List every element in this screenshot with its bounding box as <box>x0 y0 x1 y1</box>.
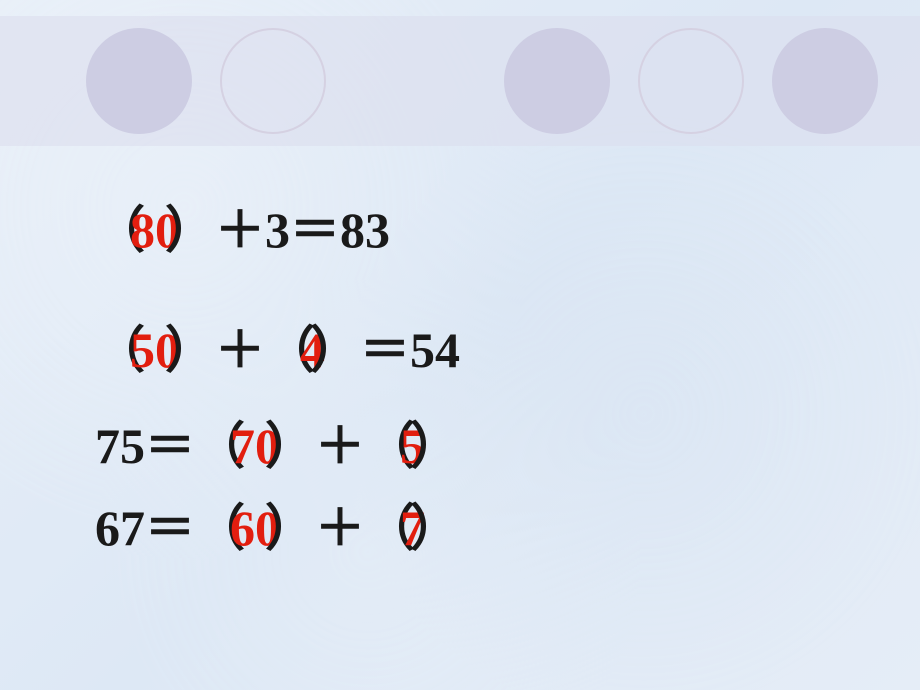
blank-1: （ 50 ） <box>95 310 215 382</box>
equation-prefix: 67＝ <box>95 488 195 560</box>
equation-text: ＋3＝83 <box>215 190 390 262</box>
blank-1: （ 70 ） <box>195 406 315 478</box>
equation-text: ＝54 <box>360 310 460 382</box>
right-paren: ） <box>310 310 360 382</box>
equation-4: 67＝ （ 60 ） ＋ （ 7 ） <box>95 488 855 560</box>
equation-3: 75＝ （ 70 ） ＋ （ 5 ） <box>95 406 855 478</box>
circle-icon <box>504 28 610 134</box>
blank-2: （ 4 ） <box>265 310 360 382</box>
right-paren: ） <box>265 488 315 560</box>
plus-sign: ＋ <box>315 406 365 478</box>
plus-sign: ＋ <box>315 488 365 560</box>
blank-2: （ 7 ） <box>365 488 460 560</box>
right-paren: ） <box>410 406 460 478</box>
decorative-circles-row <box>0 28 920 134</box>
right-paren: ） <box>265 406 315 478</box>
circle-outline-icon <box>220 28 326 134</box>
blank-1: （ 60 ） <box>195 488 315 560</box>
circle-icon <box>86 28 192 134</box>
equation-2: （ 50 ） ＋ （ 4 ） ＝54 <box>95 310 855 382</box>
equation-prefix: 75＝ <box>95 406 195 478</box>
circle-icon <box>772 28 878 134</box>
equations-area: （ 80 ） ＋3＝83 （ 50 ） ＋ （ 4 ） ＝54 75＝ （ 70… <box>95 190 855 560</box>
right-paren: ） <box>410 488 460 560</box>
equation-1: （ 80 ） ＋3＝83 <box>95 190 855 262</box>
plus-sign: ＋ <box>215 310 265 382</box>
circle-outline-icon <box>638 28 744 134</box>
right-paren: ） <box>165 310 215 382</box>
blank-2: （ 5 ） <box>365 406 460 478</box>
blank-1: （ 80 ） <box>95 190 215 262</box>
right-paren: ） <box>165 190 215 262</box>
